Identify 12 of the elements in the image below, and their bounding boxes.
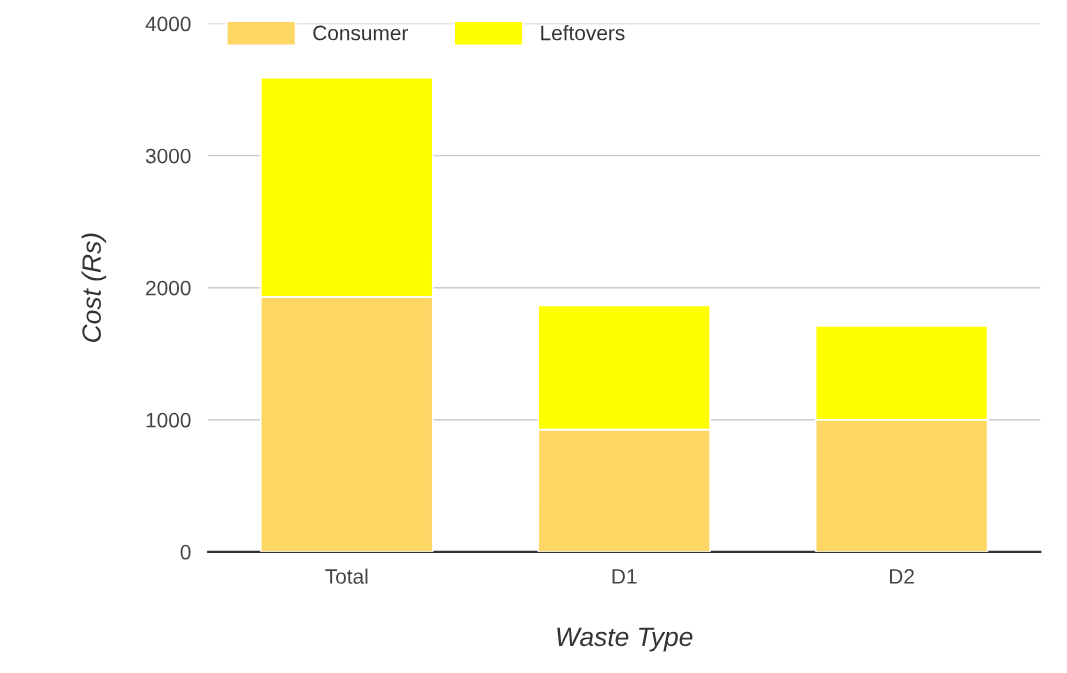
y-tick-label: 4000 bbox=[145, 16, 191, 32]
x-tick-label: D2 bbox=[890, 569, 914, 584]
legend-label: Leftovers bbox=[541, 25, 625, 41]
x-tick-label: Total bbox=[325, 568, 368, 584]
y-tick-label: 3000 bbox=[145, 148, 191, 164]
y-tick-label: 0 bbox=[180, 544, 191, 560]
y-tick-label: 1000 bbox=[146, 412, 191, 428]
x-axis-title: Waste Type bbox=[557, 627, 693, 652]
y-axis-title: Cost (Rs) bbox=[81, 233, 107, 342]
x-tick-label: D1 bbox=[612, 569, 637, 584]
y-tick-label: 2000 bbox=[146, 280, 191, 296]
legend-label: Consumer bbox=[313, 25, 408, 41]
